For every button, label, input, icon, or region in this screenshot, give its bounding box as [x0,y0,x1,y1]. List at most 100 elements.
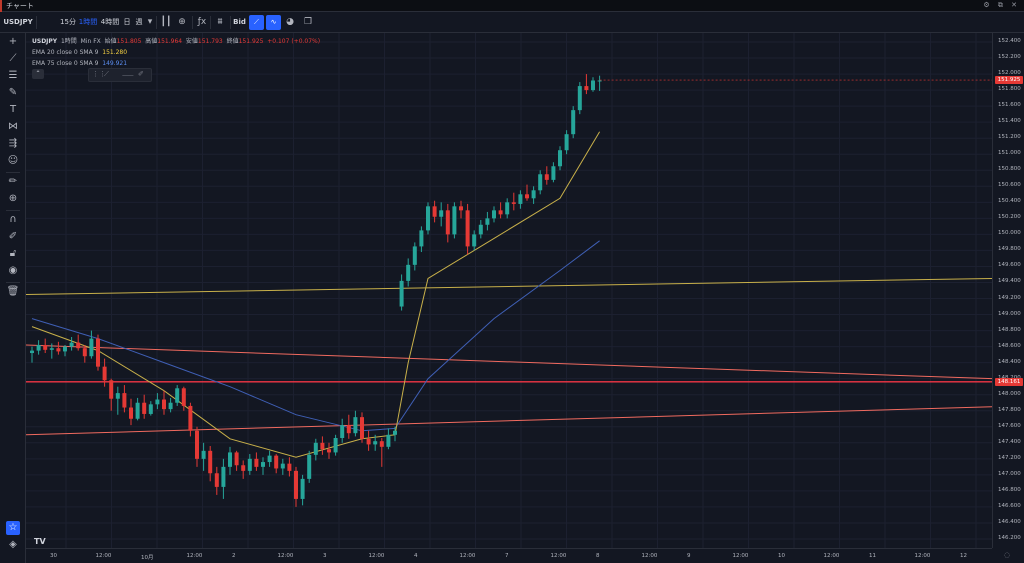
candle-body [234,452,239,466]
legend-collapse-button[interactable]: ⌃ [32,69,44,79]
price-tick-label: 148.600 [998,342,1021,349]
candle-body [525,194,529,199]
brush-tool-icon[interactable]: ✐ [138,70,144,78]
lock-icon[interactable]: 🔓︎ [9,248,17,259]
interval-15m-button[interactable]: 15分 [60,18,76,26]
legend-ema75-row[interactable]: EMA 75 close 0 SMA 9 149.921 [32,58,320,69]
price-tick-label: 149.000 [998,310,1021,317]
indicators-icon[interactable]: ƒx [197,17,207,27]
crosshair-icon[interactable]: + [8,36,18,47]
time-tick-label: 4 [414,553,418,559]
legend-open: 151.805 [116,38,142,45]
wave-chart-icon[interactable]: ∿ [266,15,281,30]
candle-body [320,442,325,450]
time-tick-label: 10月 [141,555,154,561]
trash-icon[interactable]: 🗑︎ [6,286,20,297]
trendline-icon[interactable]: ⟋ [9,53,17,64]
candle-body [327,449,331,453]
interval-day-button[interactable]: 日 [123,18,131,26]
floating-drawing-bar: ⋮⋮ ⟋ ⸺ ✐ [88,68,152,82]
line-chart-icon[interactable]: ⟋ [249,15,264,30]
ruler-icon[interactable]: ✏ [8,176,18,187]
candle-body [551,166,556,180]
candle-body [195,430,199,459]
add-compare-icon[interactable]: ⊕ [178,17,186,27]
chart-pane[interactable] [26,33,992,548]
price-tick-label: 152.400 [998,38,1021,44]
time-tick-label: 12:00 [368,553,385,559]
interval-4h-button[interactable]: 4時間 [100,18,120,26]
symbol-search-button[interactable]: USDJPY [3,18,33,26]
emoji-icon[interactable]: ☺ [7,155,19,166]
hline-tool-icon[interactable]: ⸺ [122,71,134,79]
lock-draw-icon[interactable]: ✐ [8,231,18,242]
text-icon[interactable]: T [9,104,17,115]
candle-body [518,194,523,204]
trendline-tool-icon[interactable]: ⟋ [104,70,109,78]
chart-legend: USDJPY 1時間 Min FX 始値151.805 高値151.964 安値… [32,36,320,69]
interval-week-button[interactable]: 週 [135,18,143,26]
tradingview-logo: TV [34,537,46,546]
candle-body [577,86,582,111]
measure-icon[interactable]: ⇶ [8,138,18,149]
candle-body [465,210,470,247]
price-tick-label: 150.600 [998,182,1021,189]
candle-body [201,450,206,459]
candle-body [366,438,371,445]
candle-body [254,458,259,467]
candle-body [459,206,463,211]
time-tick-label: 12:00 [550,553,567,559]
price-tick-label: 150.800 [998,166,1021,173]
candle-body [307,454,312,479]
candle-body [30,350,34,354]
candle-body [188,405,193,431]
legend-source: Min FX [80,38,101,45]
ema20-label: EMA 20 close 0 SMA 9 [32,49,99,56]
time-tick-label: 12:00 [186,553,203,559]
price-tick-label: 151.400 [998,118,1021,125]
candle-body [300,478,305,499]
candle-body [142,402,147,414]
fib-icon[interactable]: ☰ [8,70,18,81]
price-axis[interactable]: 152.400 152.200 152.000 151.800 151.600 151.4… [992,33,1024,548]
pattern-icon[interactable]: ⋈ [8,121,18,132]
layout-icon[interactable]: ❐ [303,17,313,27]
title-accent [0,0,2,12]
candle-body [538,174,543,191]
bid-button[interactable]: Bid [233,18,246,26]
legend-close: 151.925 [238,38,264,45]
drawing-toolbar: + ⟋ ☰ ✎ T ⋈ ⇶ ☺ ✏ ⊕ ∩ ✐ 🔓︎ ◉ 🗑︎ ☆ ◈ [0,33,26,563]
brush-icon[interactable]: ✎ [8,87,18,98]
zoom-icon[interactable]: ⊕ [8,193,18,204]
time-axis[interactable]: 30 12:00 10月 12:00 2 12:00 3 12:00 4 12:00 7 12:00 8… [26,548,992,563]
candle-body [129,407,133,419]
favorite-star-icon[interactable]: ☆ [6,521,20,535]
magnet-icon[interactable]: ∩ [9,214,17,225]
drag-handle-icon[interactable]: ⋮⋮ [92,70,106,78]
candle-body [544,174,549,180]
window-controls[interactable]: ⚙ ⧉ ✕ [983,1,1020,9]
trendline-red-upper [26,344,992,380]
price-chart[interactable] [26,33,992,548]
legend-ema20-row[interactable]: EMA 20 close 0 SMA 9 151.280 [32,47,320,58]
templates-icon[interactable]: ⩩ [217,17,223,27]
candle-body [511,202,516,204]
price-tick-label: 152.200 [998,54,1021,61]
legend-change: +0.107 (+0.07%) [267,38,321,45]
eye-icon[interactable]: ◉ [8,265,18,276]
candle-body [247,458,252,471]
time-tick-label: 30 [50,553,57,559]
legend-close-label: 終値 [226,38,239,45]
candle-body [148,404,153,414]
settings-gear-icon[interactable]: ◌ [1004,551,1011,559]
layers-icon[interactable]: ◈ [9,539,17,550]
candle-body [406,264,411,281]
time-tick-label: 9 [687,553,691,559]
interval-1h-button[interactable]: 1時間 [78,18,98,26]
chevron-down-icon[interactable]: ▾ [147,17,153,27]
candlestick-icon[interactable]: ┃┃ [160,17,172,27]
palette-icon[interactable]: ◕ [286,17,294,27]
candle-body [505,202,510,215]
ema75-value: 149.921 [102,60,128,67]
legend-low: 151.793 [197,38,223,45]
